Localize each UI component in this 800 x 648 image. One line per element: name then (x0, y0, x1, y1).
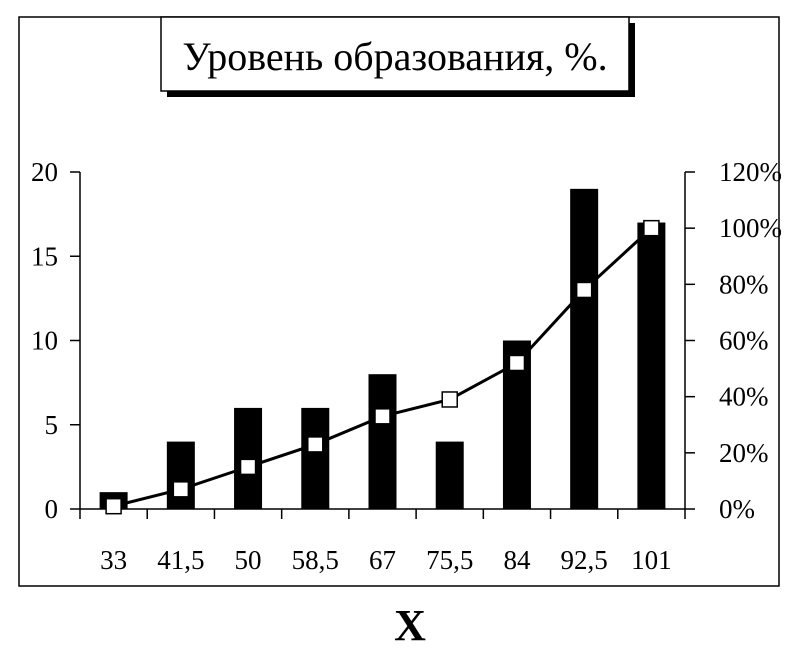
y-right-tick-label: 0% (719, 494, 755, 524)
line-point-marker (172, 481, 190, 498)
x-tick-label: 101 (631, 545, 672, 575)
y-left-tick-label: 20 (31, 157, 58, 187)
x-tick-label: 58,5 (292, 545, 339, 575)
x-axis-label: X (394, 601, 426, 648)
line-point-marker (441, 391, 458, 408)
line-point-marker (643, 219, 660, 237)
y-right-tick-label: 20% (719, 438, 769, 468)
y-left-tick-label: 10 (31, 326, 58, 356)
y-right-tick-label: 40% (719, 382, 769, 412)
line-point-marker (374, 408, 391, 425)
title-box (160, 16, 630, 92)
bar (166, 441, 195, 509)
y-left-tick-label: 0 (45, 494, 59, 524)
x-tick-label: 67 (369, 545, 396, 575)
bar (301, 407, 330, 509)
y-left-tick-label: 15 (31, 241, 58, 271)
y-left-tick-label: 5 (45, 410, 59, 440)
chart-title: Уровень образования, %. (182, 34, 607, 79)
bar (368, 374, 397, 509)
x-tick-label: 41,5 (157, 545, 204, 575)
line-point-marker (105, 497, 122, 515)
x-tick-label: 92,5 (561, 545, 608, 575)
x-tick-label: 75,5 (426, 545, 473, 575)
x-tick-label: 84 (503, 545, 531, 575)
y-right-tick-label: 100% (719, 213, 782, 243)
line-point-marker (508, 354, 526, 372)
line-point-marker (575, 281, 593, 299)
bar (637, 222, 666, 510)
x-tick-label: 50 (235, 545, 262, 575)
x-tick-label: 33 (100, 545, 127, 575)
bar (570, 188, 599, 509)
bar (435, 441, 464, 509)
plot-area: 0 5 10 15 20 0% 20% 40% 60% 80% 100% 120% 33 41,5 50 58… (31, 157, 782, 575)
y-right-tick-label: 60% (719, 326, 769, 356)
bar (234, 407, 263, 509)
y-right-tick-label: 120% (719, 157, 782, 187)
line-point-marker (307, 436, 324, 453)
y-right-tick-label: 80% (719, 269, 769, 299)
line-point-marker (239, 458, 257, 476)
